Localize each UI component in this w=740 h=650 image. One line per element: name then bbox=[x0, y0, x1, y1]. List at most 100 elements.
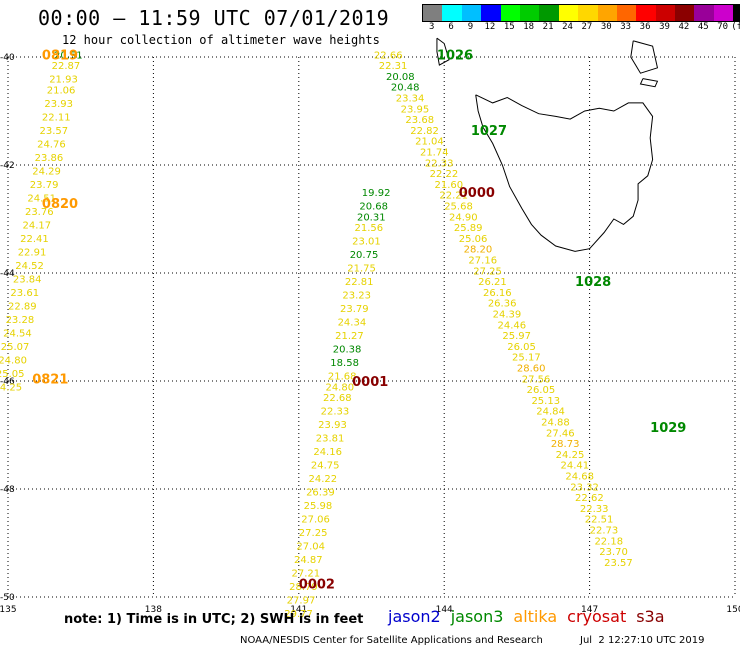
wave-height-label: 24.84 bbox=[536, 407, 565, 418]
wave-height-label: 22.68 bbox=[323, 393, 352, 404]
lon-tick-label: 147 bbox=[581, 605, 598, 615]
wave-height-label: 28.20 bbox=[464, 245, 493, 256]
lat-tick-label: -48 bbox=[0, 485, 15, 495]
wave-height-label: 26.05 bbox=[507, 342, 536, 353]
wave-height-label: 24.25 bbox=[556, 450, 585, 461]
wave-height-label: 21.27 bbox=[335, 331, 364, 342]
wave-height-label: 23.32 bbox=[570, 482, 599, 493]
wave-height-label: 24.41 bbox=[561, 461, 590, 472]
wave-height-label: 22.81 bbox=[345, 277, 374, 288]
legend-label: (ft) bbox=[731, 22, 740, 32]
wave-height-label: 24.16 bbox=[313, 447, 342, 458]
page-title: 00:00 – 11:59 UTC 07/01/2019 bbox=[38, 6, 390, 30]
wave-height-label: 27.25 bbox=[473, 266, 502, 277]
wave-height-label: 19.92 bbox=[362, 188, 391, 199]
wave-height-label: 22.22 bbox=[430, 169, 459, 180]
pass-time-label: 0819 bbox=[42, 48, 78, 63]
wave-height-label: 21.56 bbox=[355, 223, 384, 234]
wave-height-label: 27.06 bbox=[301, 515, 330, 526]
island-coastline bbox=[630, 40, 659, 74]
island-coastline bbox=[436, 37, 450, 66]
wave-height-label: 24.52 bbox=[15, 261, 44, 272]
wave-height-label: 23.84 bbox=[13, 274, 42, 285]
island-coastline bbox=[639, 78, 659, 88]
legend-label: 45 bbox=[697, 22, 709, 32]
lat-tick-label: -42 bbox=[0, 161, 15, 171]
lon-tick-label: 138 bbox=[145, 605, 162, 615]
wave-height-label: 22.33 bbox=[580, 504, 609, 515]
wave-height-label: 22.31 bbox=[379, 61, 408, 72]
legend-swatch bbox=[675, 5, 695, 21]
wave-height-label: 23.57 bbox=[604, 558, 633, 569]
wave-height-label: 23.57 bbox=[40, 126, 69, 137]
legend-swatch bbox=[597, 5, 617, 21]
wave-height-label: 20.38 bbox=[333, 345, 362, 356]
wave-height-label: 29.77 bbox=[284, 609, 313, 620]
wave-height-label: 23.81 bbox=[316, 434, 345, 445]
wave-height-label: 26.36 bbox=[488, 299, 517, 310]
wave-height-label: 23.23 bbox=[342, 291, 371, 302]
wave-height-label: 23.70 bbox=[599, 547, 628, 558]
wave-height-label: 24.39 bbox=[493, 310, 522, 321]
legend-swatch bbox=[442, 5, 462, 21]
wave-height-label: 23.76 bbox=[25, 207, 54, 218]
wave-height-label: 27.97 bbox=[287, 596, 316, 607]
legend-swatch bbox=[481, 5, 501, 21]
wave-height-label: 27.16 bbox=[468, 256, 497, 267]
wave-height-label: 27.25 bbox=[299, 528, 328, 539]
lon-tick-label: 144 bbox=[436, 605, 453, 615]
wave-height-label: 25.05 bbox=[0, 369, 25, 380]
legend-swatch bbox=[616, 5, 637, 21]
wave-height-label: 28.60 bbox=[517, 364, 546, 375]
legend-swatch bbox=[500, 5, 520, 21]
wave-height-label: 24.80 bbox=[0, 355, 27, 366]
mission-altika: altika bbox=[513, 607, 558, 626]
lon-tick-label: 141 bbox=[290, 605, 307, 615]
pass-time-label: 0001 bbox=[352, 375, 388, 390]
tasmania-coastline bbox=[475, 94, 654, 252]
wave-height-label: 22.91 bbox=[18, 247, 47, 258]
wave-height-label: 25.17 bbox=[512, 353, 541, 364]
wave-height-label: 22.66 bbox=[374, 50, 403, 61]
legend-swatch bbox=[655, 5, 676, 21]
wave-height-label: 24.34 bbox=[338, 318, 367, 329]
note-text: note: 1) Time is in UTC; 2) SWH is in fe… bbox=[64, 612, 364, 627]
lat-tick-label: -44 bbox=[0, 269, 15, 279]
wave-height-label: 24.54 bbox=[3, 328, 32, 339]
wave-height-label: 24.75 bbox=[311, 461, 340, 472]
wave-height-label: 26.21 bbox=[478, 277, 507, 288]
legend-label: 21 bbox=[542, 22, 554, 32]
pass-time-label: 0821 bbox=[32, 372, 68, 387]
wave-height-label: 27.21 bbox=[292, 569, 321, 580]
wave-height-label: 21.93 bbox=[49, 75, 78, 86]
wave-height-label: 25.89 bbox=[454, 223, 483, 234]
legend-swatch bbox=[539, 5, 559, 21]
wave-height-label: 25.07 bbox=[1, 342, 30, 353]
wave-height-label: 24.29 bbox=[32, 166, 61, 177]
wave-height-label: 20.68 bbox=[359, 202, 388, 213]
pass-time-label: 0000 bbox=[459, 186, 495, 201]
wave-height-label: 26.05 bbox=[527, 385, 556, 396]
legend-label: 70 bbox=[717, 22, 729, 32]
wave-height-label: 22.62 bbox=[575, 493, 604, 504]
legend-label: 27 bbox=[581, 22, 593, 32]
wave-height-label: 20.75 bbox=[350, 250, 379, 261]
wave-height-label: 22.18 bbox=[594, 536, 623, 547]
wave-height-label: 27.46 bbox=[546, 428, 575, 439]
mission-s3a: s3a bbox=[636, 607, 665, 626]
wave-height-label: 23.61 bbox=[10, 288, 39, 299]
wave-height-label: 26.16 bbox=[483, 288, 512, 299]
legend-label: 30 bbox=[600, 22, 612, 32]
mission-jason2: jason2 bbox=[388, 607, 441, 626]
wave-height-label: 23.79 bbox=[30, 180, 59, 191]
wave-height-label: 27.04 bbox=[296, 542, 325, 553]
mission-legend: jason2 jason3 altika cryosat s3a bbox=[388, 607, 675, 626]
pass-time-label: 0002 bbox=[299, 578, 335, 593]
wave-height-label: 23.95 bbox=[401, 104, 430, 115]
subtitle: 12 hour collection of altimeter wave hei… bbox=[62, 33, 380, 47]
wave-height-label: 23.68 bbox=[405, 115, 434, 126]
legend-swatch bbox=[423, 5, 443, 21]
credit-text: NOAA/NESDIS Center for Satellite Applica… bbox=[240, 635, 543, 646]
